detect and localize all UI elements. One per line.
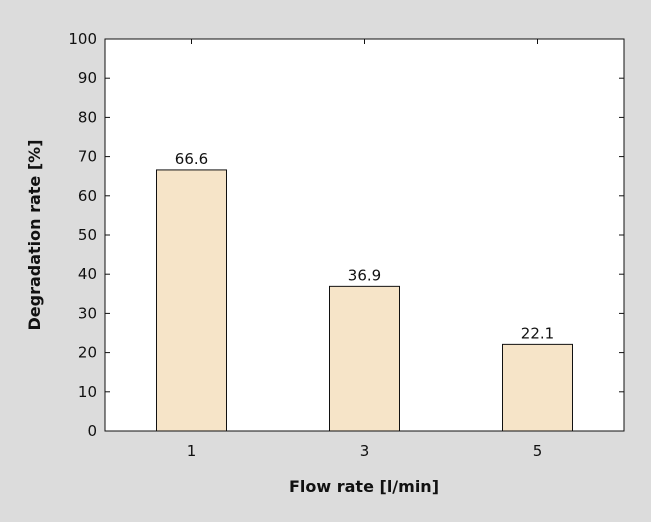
y-tick-label: 70 (78, 148, 97, 166)
y-tick-label: 40 (78, 265, 97, 283)
y-tick-label: 30 (78, 304, 97, 322)
bar (156, 169, 227, 432)
y-tick-label: 50 (78, 226, 97, 244)
x-tick-label: 5 (533, 442, 543, 460)
data-label: 36.9 (348, 266, 381, 284)
y-tick-label: 90 (78, 69, 97, 87)
bar (329, 285, 400, 432)
y-tick-label: 0 (87, 422, 97, 440)
y-axis-title: Degradation rate [%] (25, 139, 44, 330)
y-tick-label: 60 (78, 187, 97, 205)
y-axis-ticks: 0 10 20 30 40 50 60 70 80 90 100 (68, 30, 624, 440)
x-axis-title: Flow rate [l/min] (289, 477, 439, 496)
y-tick-label: 100 (68, 30, 97, 48)
bars: 66.6 36.9 22.1 (156, 150, 573, 432)
x-tick-label: 3 (360, 442, 370, 460)
y-tick-label: 20 (78, 344, 97, 362)
data-label: 66.6 (175, 150, 208, 168)
x-tick-label: 1 (187, 442, 197, 460)
y-tick-label: 80 (78, 108, 97, 126)
data-label: 22.1 (521, 324, 554, 342)
y-tick-label: 10 (78, 383, 97, 401)
bar (502, 343, 573, 432)
